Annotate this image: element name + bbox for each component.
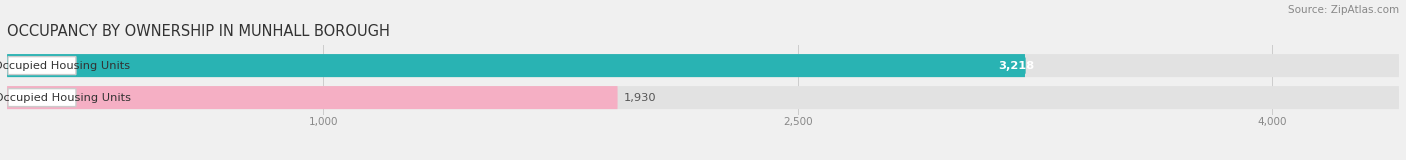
Text: 3,218: 3,218	[998, 61, 1033, 71]
FancyBboxPatch shape	[1007, 57, 1026, 74]
FancyBboxPatch shape	[8, 89, 76, 107]
FancyBboxPatch shape	[7, 54, 1025, 77]
FancyBboxPatch shape	[8, 57, 76, 75]
Text: Source: ZipAtlas.com: Source: ZipAtlas.com	[1288, 5, 1399, 15]
Text: Owner Occupied Housing Units: Owner Occupied Housing Units	[0, 61, 131, 71]
FancyBboxPatch shape	[7, 54, 1399, 77]
Text: Renter-Occupied Housing Units: Renter-Occupied Housing Units	[0, 93, 131, 103]
Text: OCCUPANCY BY OWNERSHIP IN MUNHALL BOROUGH: OCCUPANCY BY OWNERSHIP IN MUNHALL BOROUG…	[7, 24, 389, 40]
FancyBboxPatch shape	[7, 86, 1399, 109]
FancyBboxPatch shape	[7, 86, 617, 109]
Text: 1,930: 1,930	[623, 93, 657, 103]
